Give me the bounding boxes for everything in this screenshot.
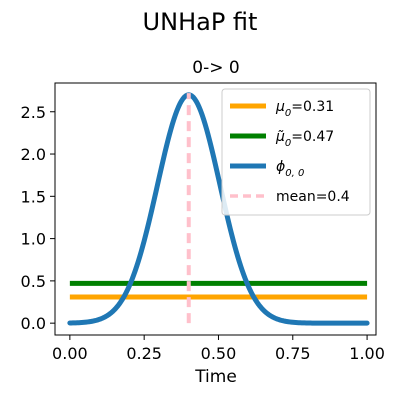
y-tick-label: 2.0 xyxy=(21,145,46,164)
legend-main: mean=0.4 xyxy=(276,189,350,205)
plot-area xyxy=(54,82,377,336)
legend-value: =0.31 xyxy=(291,99,334,115)
x-axis: 0.00 0.25 0.50 0.75 1.00 xyxy=(52,335,385,363)
legend-main: ϕ xyxy=(276,159,285,175)
series-2-line xyxy=(67,92,370,326)
x-tick-label: 0.25 xyxy=(126,344,162,363)
chart-title: UNHaP fit xyxy=(143,8,258,36)
y-tick-label: 0.5 xyxy=(21,272,46,291)
legend-box xyxy=(221,88,371,216)
x-tick-label: 0.00 xyxy=(52,344,88,363)
legend-main: μ̃ xyxy=(275,129,285,145)
y-tick-label: 0.0 xyxy=(21,314,46,333)
y-tick-label: 1.0 xyxy=(21,230,46,249)
chart-subtitle: 0-> 0 xyxy=(192,58,239,78)
y-tick-label: 2.5 xyxy=(21,103,46,122)
axes-frame xyxy=(54,82,377,336)
x-axis-label: Time xyxy=(194,367,237,387)
y-tick-label: 1.5 xyxy=(21,187,46,206)
legend-entry-2: ϕ0, 0 xyxy=(276,159,304,179)
legend-entry-1: μ̃0=0.47 xyxy=(275,129,334,149)
legend-subscript: 0 xyxy=(285,108,291,119)
x-tick-label: 0.75 xyxy=(275,344,311,363)
legend-subscript: 0, 0 xyxy=(285,168,304,179)
legend-value: =0.47 xyxy=(291,129,334,145)
y-axis: 0.0 0.5 1.0 1.5 2.0 2.5 xyxy=(21,103,55,333)
legend-entry-0: μ0=0.31 xyxy=(275,99,334,119)
x-tick-label: 1.00 xyxy=(349,344,385,363)
legend-entry-3: mean=0.4 xyxy=(276,189,350,205)
series-layer xyxy=(67,92,370,326)
legend-subscript: 0 xyxy=(285,138,291,149)
legend-main: μ xyxy=(275,99,285,115)
x-tick-label: 0.50 xyxy=(201,344,237,363)
